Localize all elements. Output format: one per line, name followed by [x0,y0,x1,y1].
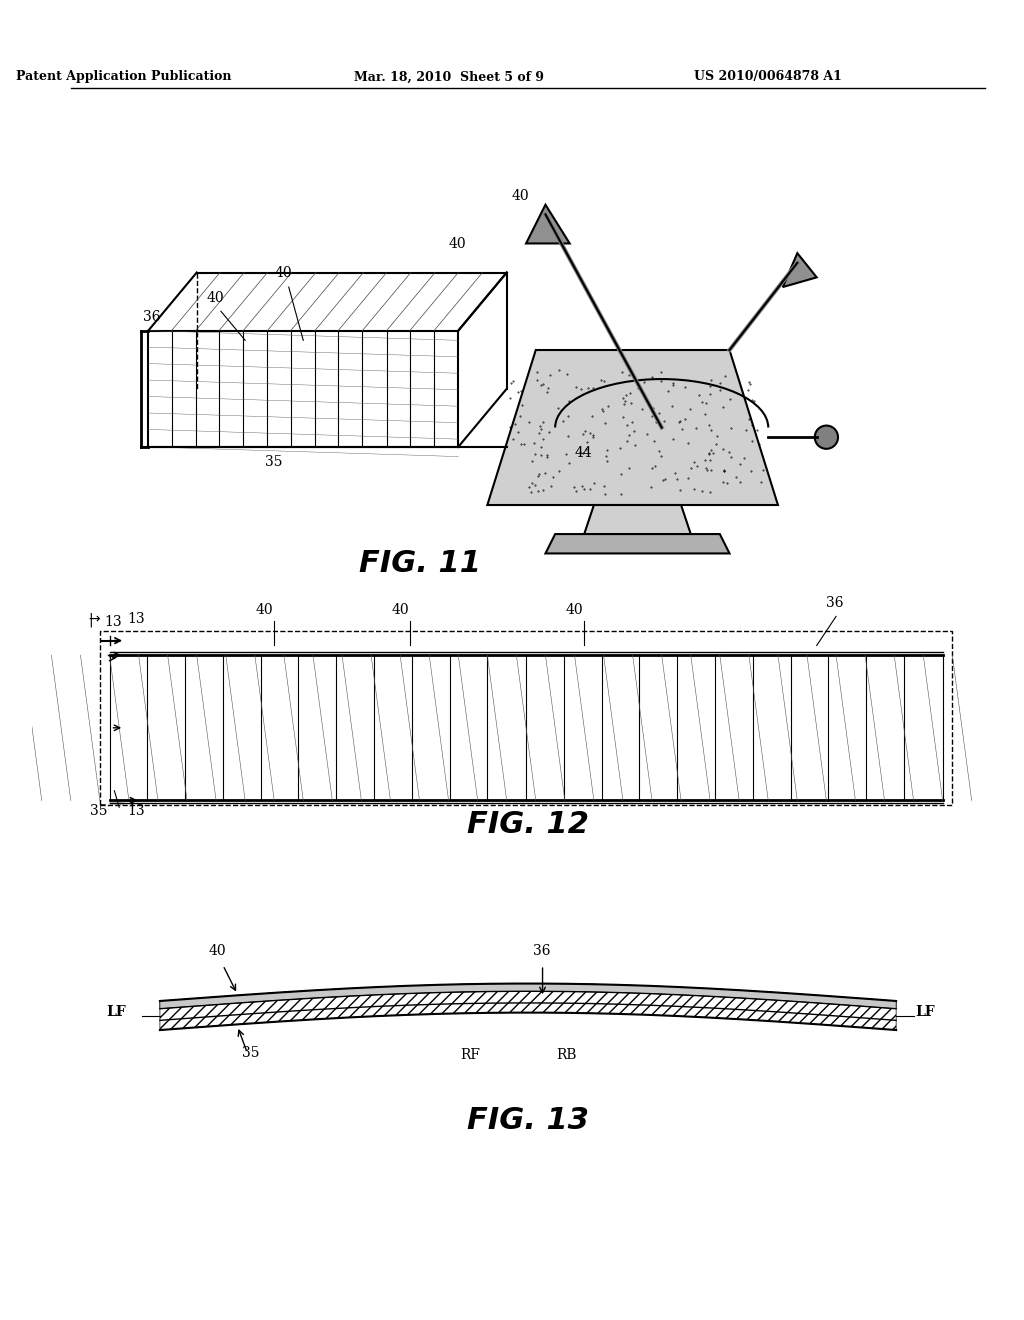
Text: RF: RF [460,1048,480,1063]
Text: 13: 13 [127,612,144,626]
Text: 36: 36 [826,595,844,610]
Text: FIG. 13: FIG. 13 [467,1106,589,1135]
Polygon shape [160,983,896,1030]
Circle shape [815,425,838,449]
Text: FIG. 12: FIG. 12 [467,810,589,840]
Text: 35: 35 [243,1047,260,1060]
Text: 13: 13 [104,615,122,630]
Polygon shape [585,506,691,535]
Text: 44: 44 [574,446,592,459]
Text: Patent Application Publication: Patent Application Publication [16,70,231,83]
Polygon shape [546,535,729,553]
Polygon shape [160,983,896,1008]
Text: 40: 40 [274,267,292,280]
Text: 40: 40 [565,602,584,616]
Text: |: | [88,612,93,627]
Text: 40: 40 [391,602,409,616]
Text: 40: 40 [207,290,224,305]
Polygon shape [782,253,817,286]
Polygon shape [487,350,778,506]
Text: 36: 36 [143,310,161,323]
Text: Mar. 18, 2010  Sheet 5 of 9: Mar. 18, 2010 Sheet 5 of 9 [353,70,544,83]
Text: US 2010/0064878 A1: US 2010/0064878 A1 [694,70,842,83]
Text: 40: 40 [256,602,273,616]
Text: LF: LF [915,1005,935,1019]
Text: 13: 13 [127,804,144,818]
Text: 40: 40 [449,238,466,251]
Text: 35: 35 [264,455,282,469]
Text: 36: 36 [532,944,550,958]
Polygon shape [526,205,569,243]
Text: 35: 35 [90,804,108,818]
Text: 40: 40 [512,189,529,203]
Text: →: → [88,612,100,626]
Bar [100,631,952,805]
Text: RB: RB [556,1048,577,1063]
Text: LF: LF [106,1005,126,1019]
Text: FIG. 11: FIG. 11 [358,549,480,578]
Text: 40: 40 [208,944,226,958]
